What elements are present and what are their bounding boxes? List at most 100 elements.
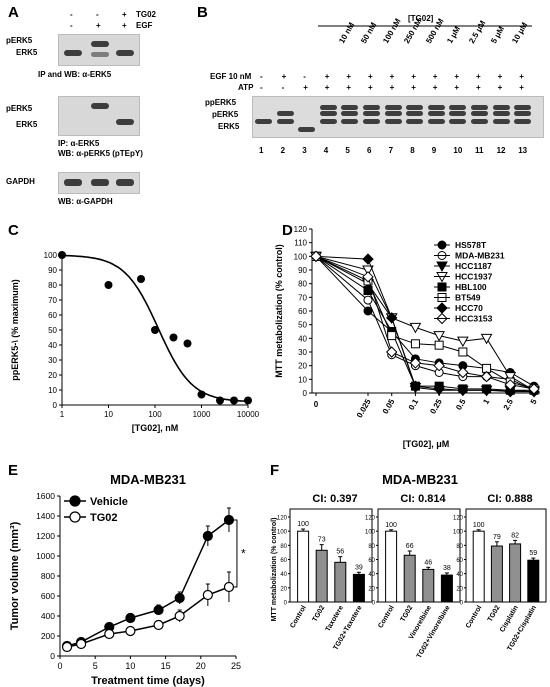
egf-sign: + — [411, 72, 416, 81]
panel-b-graphics — [318, 25, 532, 27]
atp-sign: + — [368, 83, 373, 92]
category-label: Control — [465, 604, 484, 629]
y-tick-label: 1000 — [36, 551, 55, 561]
y-tick-label: 20 — [456, 586, 463, 592]
series-marker — [363, 295, 373, 305]
plot-frame — [465, 508, 547, 603]
y-tick-label: 100 — [44, 251, 58, 260]
blot2-pERK5-label: pERK5 — [6, 104, 33, 113]
bar-value-label: 39 — [355, 564, 363, 571]
lane-number: 5 — [345, 146, 350, 155]
x-axis-label: Treatment time (days) — [91, 675, 205, 687]
bar-value-label: 59 — [529, 550, 537, 557]
bar — [509, 543, 522, 603]
series-marker — [409, 357, 422, 369]
lane-number: 1 — [259, 146, 264, 155]
bar — [422, 568, 435, 603]
series-hbl100 — [311, 251, 539, 395]
x-tick-label: 20 — [196, 661, 206, 671]
blot-band — [276, 119, 294, 124]
y-tick-label: 10 — [48, 386, 57, 395]
category-label: Control — [377, 604, 396, 629]
series-marker — [223, 581, 235, 593]
category-label: TG02 — [312, 604, 327, 623]
series-marker — [153, 619, 164, 631]
y-tick-label: 800 — [41, 571, 55, 581]
y-tick-label: 100 — [294, 252, 308, 261]
series-marker — [125, 625, 136, 637]
bar — [315, 549, 328, 603]
panel-label-b: B — [197, 4, 208, 21]
series-marker — [480, 384, 493, 396]
series-marker — [174, 610, 185, 622]
y-tick-label: 90 — [48, 266, 57, 275]
blot-band — [276, 111, 294, 116]
western-blot-panel-b — [252, 96, 544, 138]
bar-group: CI: 0.814 0 20 40 60 80 100 120 100 Control 66 TG02… — [365, 493, 461, 660]
lane-number: 11 — [475, 146, 484, 155]
legend-label: HBL100 — [455, 282, 487, 292]
panel-label-c: C — [8, 222, 19, 239]
data-point — [244, 396, 252, 405]
series-marker — [504, 385, 516, 398]
data-point — [197, 390, 206, 399]
bar — [403, 554, 416, 603]
category-label: TG02 — [487, 604, 502, 623]
western-blot-erk5 — [58, 34, 140, 66]
y-axis-label: Tumor volume (mm³) — [9, 521, 21, 630]
lane-number: 3 — [302, 146, 307, 155]
tg02-sign-3: + — [122, 10, 127, 19]
bar — [385, 530, 398, 603]
series-marker — [153, 604, 164, 616]
data-point — [169, 333, 178, 342]
blot-band — [406, 119, 424, 124]
y-tick-label: 40 — [280, 572, 287, 578]
y-tick-label: 60 — [456, 558, 463, 564]
lane-number: 7 — [388, 146, 394, 155]
blot-band — [427, 105, 445, 110]
series-marker — [480, 333, 493, 345]
y-tick-label: 80 — [280, 544, 287, 550]
blot-band — [341, 119, 359, 124]
blot-band — [514, 111, 532, 116]
panel-label-d: D — [282, 222, 293, 239]
atp-sign: + — [454, 83, 460, 92]
atp-sign: + — [476, 83, 481, 92]
series-line — [315, 255, 535, 390]
y-tick-label: 40 — [368, 572, 375, 578]
series-hcc3153 — [310, 250, 540, 395]
y-tick-label: 600 — [41, 591, 55, 601]
egf-sign-3: + — [122, 21, 127, 30]
chart-title: MDA-MB231 — [382, 472, 458, 487]
blot-band — [298, 127, 316, 132]
blot-band — [471, 119, 488, 124]
ERK5-label: ERK5 — [218, 122, 240, 131]
y-tick-label: 100 — [365, 530, 376, 536]
series-marker — [434, 340, 444, 350]
bar — [352, 573, 365, 603]
y-tick-label: 0 — [284, 601, 288, 607]
x-tick-label: 1 — [481, 397, 491, 406]
x-tick-label: 0.25 — [428, 397, 444, 415]
y-tick-label: 60 — [48, 311, 57, 320]
x-tick-label: 15 — [161, 661, 171, 671]
legend-label: MDA-MB231 — [455, 251, 505, 261]
y-axis-label: MTT metabolization (% control) — [274, 244, 284, 378]
data-point — [58, 251, 66, 259]
series-marker — [125, 612, 136, 624]
atp-sign: - — [260, 83, 263, 92]
tg02-sign-2: - — [96, 10, 99, 19]
egf-sign-1: - — [70, 21, 73, 30]
series-marker — [61, 641, 73, 653]
y-tick-label: 80 — [456, 544, 463, 550]
blot-band — [406, 111, 424, 116]
chart-title: MDA-MB231 — [110, 472, 186, 487]
x-tick-label: 0 — [57, 661, 62, 671]
bar — [490, 545, 503, 603]
series-marker — [457, 384, 469, 396]
blot-band — [319, 111, 337, 116]
y-tick-label: 1400 — [36, 511, 55, 521]
y-tick-label: 0 — [50, 651, 55, 661]
series-marker — [457, 366, 469, 379]
x-tick-label: 10000 — [237, 410, 260, 419]
